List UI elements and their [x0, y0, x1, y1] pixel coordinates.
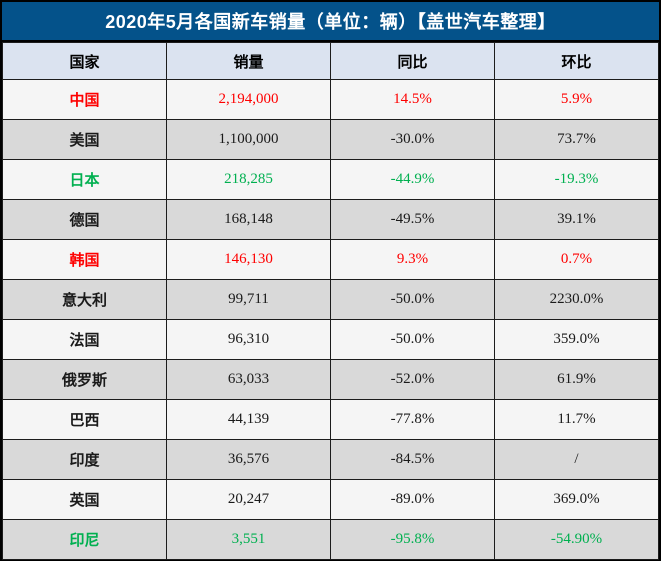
table-row: 美国 1,100,000 -30.0% 73.7%: [2, 119, 659, 160]
cell-mom: 11.7%: [494, 399, 659, 440]
cell-mom: -54.90%: [494, 519, 659, 560]
cell-mom: 39.1%: [494, 199, 659, 240]
cell-yoy: -30.0%: [330, 119, 495, 160]
cell-yoy: -52.0%: [330, 359, 495, 400]
cell-country: 巴西: [2, 399, 167, 440]
cell-country: 俄罗斯: [2, 359, 167, 400]
cell-mom: 359.0%: [494, 319, 659, 360]
cell-yoy: -89.0%: [330, 479, 495, 520]
cell-sales: 218,285: [166, 159, 331, 200]
column-header-sales: 销量: [166, 42, 331, 80]
cell-sales: 2,194,000: [166, 79, 331, 120]
table-row: 中国 2,194,000 14.5% 5.9%: [2, 79, 659, 120]
table-row: 印尼 3,551 -95.8% -54.90%: [2, 519, 659, 560]
table-row: 日本 218,285 -44.9% -19.3%: [2, 159, 659, 200]
cell-yoy: -49.5%: [330, 199, 495, 240]
cell-sales: 146,130: [166, 239, 331, 280]
cell-mom: 369.0%: [494, 479, 659, 520]
table-row: 俄罗斯 63,033 -52.0% 61.9%: [2, 359, 659, 400]
cell-sales: 20,247: [166, 479, 331, 520]
cell-yoy: -95.8%: [330, 519, 495, 560]
cell-yoy: 14.5%: [330, 79, 495, 120]
table-row: 英国 20,247 -89.0% 369.0%: [2, 479, 659, 520]
cell-yoy: -50.0%: [330, 319, 495, 360]
cell-country: 日本: [2, 159, 167, 200]
table-row: 巴西 44,139 -77.8% 11.7%: [2, 399, 659, 440]
table-row: 印度 36,576 -84.5% /: [2, 439, 659, 480]
table-row: 德国 168,148 -49.5% 39.1%: [2, 199, 659, 240]
cell-country: 韩国: [2, 239, 167, 280]
cell-sales: 99,711: [166, 279, 331, 320]
cell-mom: 5.9%: [494, 79, 659, 120]
cell-yoy: -50.0%: [330, 279, 495, 320]
cell-yoy: -84.5%: [330, 439, 495, 480]
cell-sales: 3,551: [166, 519, 331, 560]
sales-table: 国家 销量 同比 环比 中国 2,194,000 14.5% 5.9% 美国 1,100,…: [2, 42, 659, 560]
cell-sales: 36,576: [166, 439, 331, 480]
cell-mom: 0.7%: [494, 239, 659, 280]
column-header-country: 国家: [2, 42, 167, 80]
header-row: 国家 销量 同比 环比: [2, 42, 659, 80]
cell-country: 德国: [2, 199, 167, 240]
cell-country: 英国: [2, 479, 167, 520]
cell-sales: 96,310: [166, 319, 331, 360]
cell-country: 印度: [2, 439, 167, 480]
cell-mom: /: [494, 439, 659, 480]
cell-yoy: -44.9%: [330, 159, 495, 200]
table-header: 国家 销量 同比 环比: [2, 42, 659, 80]
cell-country: 美国: [2, 119, 167, 160]
cell-mom: 61.9%: [494, 359, 659, 400]
column-header-mom: 环比: [494, 42, 659, 80]
cell-mom: -19.3%: [494, 159, 659, 200]
table-row: 意大利 99,711 -50.0% 2230.0%: [2, 279, 659, 320]
cell-country: 印尼: [2, 519, 167, 560]
cell-country: 中国: [2, 79, 167, 120]
cell-yoy: 9.3%: [330, 239, 495, 280]
table-row: 法国 96,310 -50.0% 359.0%: [2, 319, 659, 360]
table-title: 2020年5月各国新车销量（单位：辆）【盖世汽车整理】: [2, 2, 659, 42]
cell-sales: 1,100,000: [166, 119, 331, 160]
cell-mom: 2230.0%: [494, 279, 659, 320]
table-body: 中国 2,194,000 14.5% 5.9% 美国 1,100,000 -30.0% 73.…: [2, 79, 659, 560]
column-header-yoy: 同比: [330, 42, 495, 80]
cell-country: 法国: [2, 319, 167, 360]
cell-country: 意大利: [2, 279, 167, 320]
cell-sales: 168,148: [166, 199, 331, 240]
table-row: 韩国 146,130 9.3% 0.7%: [2, 239, 659, 280]
cell-yoy: -77.8%: [330, 399, 495, 440]
cell-mom: 73.7%: [494, 119, 659, 160]
cell-sales: 44,139: [166, 399, 331, 440]
cell-sales: 63,033: [166, 359, 331, 400]
